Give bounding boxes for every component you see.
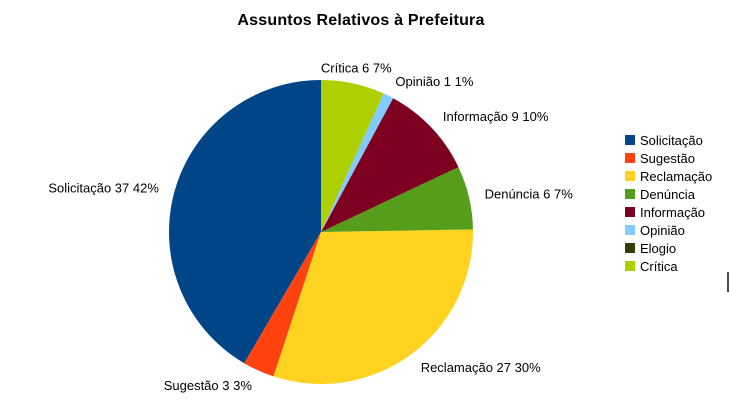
slice-callout-reclamacao: Reclamação 27 30% — [421, 360, 541, 375]
pie-slice-informacao — [321, 98, 459, 232]
legend-swatch-solicitacao — [625, 135, 635, 145]
legend: Solicitação Sugestão Reclamação Denúncia Inf… — [625, 131, 712, 275]
legend-item-denuncia: Denúncia — [625, 185, 712, 203]
right-edge-line — [727, 272, 729, 292]
legend-swatch-sugestao — [625, 153, 635, 163]
slice-callout-informacao: Informação 9 10% — [443, 109, 549, 124]
legend-swatch-elogio — [625, 243, 635, 253]
pie-slice-reclamacao — [273, 229, 474, 384]
pie-slice-solicitacao — [168, 80, 321, 364]
chart-title: Assuntos Relativos à Prefeitura — [237, 12, 485, 29]
pie-slice-critica — [321, 80, 384, 232]
legend-label-reclamacao: Reclamação — [640, 168, 713, 184]
legend-swatch-reclamacao — [625, 171, 635, 181]
legend-swatch-opiniao — [625, 225, 635, 235]
slice-callout-solicitacao: Solicitação 37 42% — [48, 181, 159, 196]
legend-label-informacao: Informação — [640, 204, 706, 220]
legend-item-sugestao: Sugestão — [625, 149, 712, 167]
pie-slice-denuncia — [321, 167, 473, 232]
legend-swatch-informacao — [625, 207, 635, 217]
slice-callout-opiniao: Opinião 1 1% — [395, 74, 473, 89]
legend-label-elogio: Elogio — [640, 240, 677, 256]
legend-item-reclamacao: Reclamação — [625, 167, 712, 185]
legend-item-critica: Crítica — [625, 257, 712, 275]
legend-label-critica: Crítica — [640, 258, 678, 274]
pie-slice-opiniao — [321, 93, 394, 233]
legend-item-opiniao: Opinião — [625, 221, 712, 239]
legend-label-denuncia: Denúncia — [640, 186, 695, 202]
slice-callout-denuncia: Denúncia 6 7% — [485, 186, 574, 201]
slice-callout-sugestao: Sugestão 3 3% — [164, 378, 253, 393]
legend-item-solicitacao: Solicitação — [625, 131, 712, 149]
legend-label-sugestao: Sugestão — [640, 150, 695, 166]
legend-item-elogio: Elogio — [625, 239, 712, 257]
legend-item-informacao: Informação — [625, 203, 712, 221]
legend-swatch-denuncia — [625, 189, 635, 199]
legend-swatch-critica — [625, 261, 635, 271]
legend-label-opiniao: Opinião — [640, 222, 685, 238]
slice-callout-critica: Crítica 6 7% — [321, 60, 392, 75]
legend-label-solicitacao: Solicitação — [640, 132, 703, 148]
pie-slice-sugestao — [244, 232, 321, 377]
